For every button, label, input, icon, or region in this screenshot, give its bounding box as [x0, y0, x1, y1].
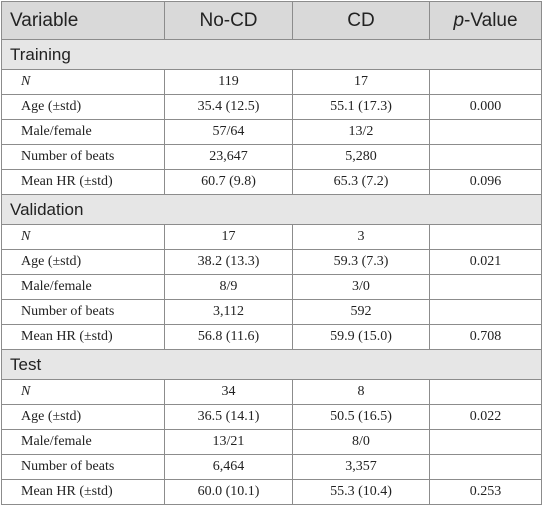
cell-cd: 5,280 [292, 144, 430, 170]
cell-p-value [429, 274, 542, 300]
header-value-suffix: -Value [464, 9, 518, 31]
table-body: Training N 119 17 Age (±std) 35.4 (12.5) 55.1 … [1, 39, 542, 505]
cell-no-cd: 13/21 [164, 429, 293, 455]
header-no-cd: No-CD [164, 1, 293, 40]
row-label: Mean HR (±std) [1, 169, 165, 195]
cell-no-cd: 36.5 (14.1) [164, 404, 293, 430]
cell-p-value: 0.000 [429, 94, 542, 120]
cell-no-cd: 17 [164, 224, 293, 250]
row-label: Age (±std) [1, 404, 165, 430]
table-row: Number of beats 6,464 3,357 [1, 454, 542, 480]
cell-p-value: 0.708 [429, 324, 542, 350]
cell-p-value [429, 119, 542, 145]
row-label: Number of beats [1, 144, 165, 170]
header-row: Variable No-CD CD p-Value [1, 1, 542, 40]
cell-p-value [429, 454, 542, 480]
table-row: N 17 3 [1, 224, 542, 250]
table-row: Number of beats 23,647 5,280 [1, 144, 542, 170]
row-label: Mean HR (±std) [1, 324, 165, 350]
cell-cd: 17 [292, 69, 430, 95]
table-row: Mean HR (±std) 56.8 (11.6) 59.9 (15.0) 0.70… [1, 324, 542, 350]
cell-p-value [429, 224, 542, 250]
table-row: Age (±std) 38.2 (13.3) 59.3 (7.3) 0.021 [1, 249, 542, 275]
cell-cd: 8 [292, 379, 430, 405]
cell-no-cd: 60.0 (10.1) [164, 479, 293, 505]
header-variable: Variable [1, 1, 165, 40]
cell-no-cd: 56.8 (11.6) [164, 324, 293, 350]
cell-no-cd: 34 [164, 379, 293, 405]
cell-no-cd: 35.4 (12.5) [164, 94, 293, 120]
cell-no-cd: 3,112 [164, 299, 293, 325]
section-row: Training [1, 39, 542, 70]
cell-p-value [429, 429, 542, 455]
row-label: Age (±std) [1, 249, 165, 275]
table-row: Mean HR (±std) 60.7 (9.8) 65.3 (7.2) 0.096 [1, 169, 542, 195]
table-row: Mean HR (±std) 60.0 (10.1) 55.3 (10.4) 0.25… [1, 479, 542, 505]
cell-no-cd: 57/64 [164, 119, 293, 145]
cell-cd: 55.1 (17.3) [292, 94, 430, 120]
section-title: Validation [1, 194, 542, 225]
cell-cd: 13/2 [292, 119, 430, 145]
cell-cd: 592 [292, 299, 430, 325]
cell-p-value [429, 299, 542, 325]
cell-no-cd: 119 [164, 69, 293, 95]
cell-p-value: 0.021 [429, 249, 542, 275]
header-p-italic: p [453, 9, 465, 31]
cell-no-cd: 23,647 [164, 144, 293, 170]
cell-no-cd: 6,464 [164, 454, 293, 480]
cell-p-value: 0.022 [429, 404, 542, 430]
row-label: Male/female [1, 274, 165, 300]
table-row: Male/female 57/64 13/2 [1, 119, 542, 145]
cell-no-cd: 38.2 (13.3) [164, 249, 293, 275]
table-row: Number of beats 3,112 592 [1, 299, 542, 325]
table-row: Male/female 8/9 3/0 [1, 274, 542, 300]
cell-p-value [429, 69, 542, 95]
cell-cd: 3,357 [292, 454, 430, 480]
cell-cd: 59.3 (7.3) [292, 249, 430, 275]
row-label: N [1, 379, 165, 405]
cell-no-cd: 60.7 (9.8) [164, 169, 293, 195]
cell-cd: 3/0 [292, 274, 430, 300]
table-row: Age (±std) 36.5 (14.1) 50.5 (16.5) 0.022 [1, 404, 542, 430]
cell-p-value [429, 144, 542, 170]
cell-p-value [429, 379, 542, 405]
row-label: N [1, 224, 165, 250]
section-title: Test [1, 349, 542, 380]
row-label: Number of beats [1, 299, 165, 325]
row-label: Male/female [1, 429, 165, 455]
cell-no-cd: 8/9 [164, 274, 293, 300]
cell-p-value: 0.096 [429, 169, 542, 195]
row-label: Number of beats [1, 454, 165, 480]
cell-cd: 3 [292, 224, 430, 250]
header-cd: CD [292, 1, 430, 40]
cell-cd: 50.5 (16.5) [292, 404, 430, 430]
section-row: Test [1, 349, 542, 380]
row-label: Age (±std) [1, 94, 165, 120]
header-p-value: p-Value [429, 1, 542, 40]
section-title: Training [1, 39, 542, 70]
cell-cd: 8/0 [292, 429, 430, 455]
cell-cd: 59.9 (15.0) [292, 324, 430, 350]
row-label: N [1, 69, 165, 95]
row-label: Mean HR (±std) [1, 479, 165, 505]
row-label: Male/female [1, 119, 165, 145]
table-row: N 34 8 [1, 379, 542, 405]
table-row: Male/female 13/21 8/0 [1, 429, 542, 455]
table-row: N 119 17 [1, 69, 542, 95]
cell-cd: 55.3 (10.4) [292, 479, 430, 505]
cell-cd: 65.3 (7.2) [292, 169, 430, 195]
cell-p-value: 0.253 [429, 479, 542, 505]
section-row: Validation [1, 194, 542, 225]
table-row: Age (±std) 35.4 (12.5) 55.1 (17.3) 0.000 [1, 94, 542, 120]
